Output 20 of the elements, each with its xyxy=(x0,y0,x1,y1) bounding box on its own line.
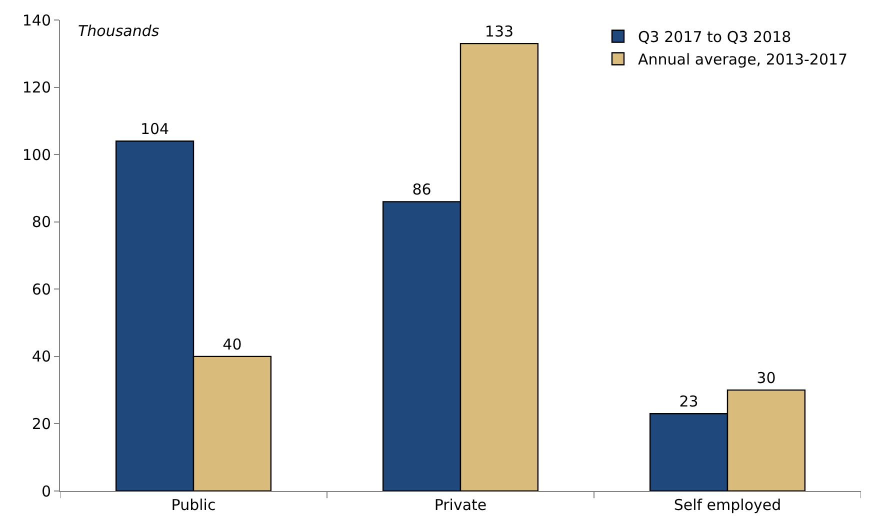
y-tick-label: 80 xyxy=(32,213,51,232)
y-tick-label: 140 xyxy=(22,11,51,30)
legend-label: Q3 2017 to Q3 2018 xyxy=(638,28,792,46)
data-label: 30 xyxy=(756,369,776,388)
legend-label: Annual average, 2013-2017 xyxy=(638,50,848,69)
y-tick-label: 60 xyxy=(32,280,51,298)
x-tick-label: Public xyxy=(171,496,216,514)
data-label: 86 xyxy=(412,180,432,199)
y-tick-label: 0 xyxy=(41,482,51,500)
data-label: 133 xyxy=(484,22,514,41)
data-label: 104 xyxy=(140,120,170,138)
data-label: 40 xyxy=(222,335,242,354)
x-tick-label: Private xyxy=(434,496,487,514)
data-label: 23 xyxy=(679,392,698,411)
y-tick-label: 120 xyxy=(22,78,51,97)
y-tick-label: 40 xyxy=(32,348,51,366)
annotation: Thousands xyxy=(78,22,160,40)
y-tick-label: 100 xyxy=(22,146,51,164)
x-tick-label: Self employed xyxy=(674,496,782,514)
y-tick-label: 20 xyxy=(32,414,51,433)
